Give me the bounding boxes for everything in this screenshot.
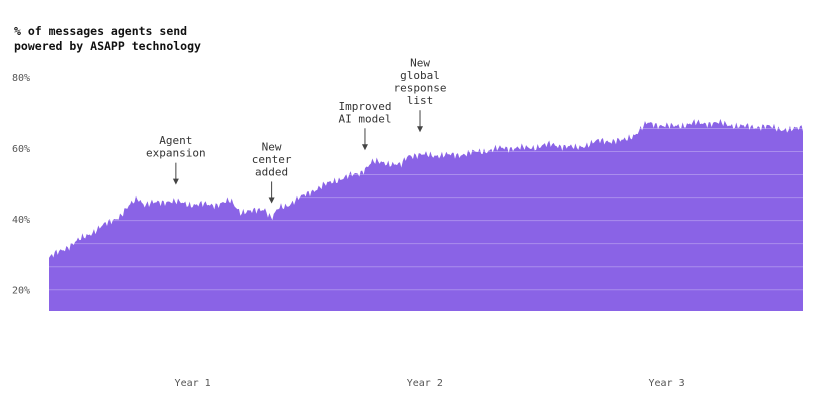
annotation-label: center [252, 153, 292, 166]
annotation-label: list [407, 94, 434, 107]
annotation-arrow-head [417, 126, 424, 133]
annotation-label: AI model [338, 112, 391, 125]
annotation-label: Improved [338, 100, 391, 113]
annotation-label: response [394, 82, 447, 95]
annotation-label: added [255, 165, 288, 178]
y-axis-ticks: 20% 40% 60% 80% [12, 73, 30, 297]
y-tick-label: 80% [12, 73, 30, 84]
y-tick-label: 60% [12, 144, 30, 155]
annotation-label: Agent [159, 134, 192, 147]
annotation-arrow-head [172, 178, 179, 185]
x-tick-label: Year 1 [175, 378, 211, 389]
y-tick-label: 20% [12, 286, 30, 297]
annotation-label: New [410, 57, 430, 70]
annotation-arrow-head [268, 197, 275, 204]
gridlines [49, 81, 803, 291]
annotation-label: New [262, 140, 282, 153]
x-axis-ticks: Year 1 Year 2 Year 3 [175, 378, 685, 389]
annotation-label: global [400, 69, 440, 82]
y-tick-label: 40% [12, 215, 30, 226]
area-series [49, 118, 803, 311]
x-tick-label: Year 2 [407, 378, 443, 389]
chart-title-line-1: % of messages agents send [14, 24, 188, 38]
chart-title-line-2: powered by ASAPP technology [14, 39, 201, 53]
annotation-label: expansion [146, 147, 206, 160]
x-tick-label: Year 3 [648, 378, 684, 389]
chart-title: % of messages agents send powered by ASA… [14, 24, 201, 54]
annotation-arrow-head [361, 144, 368, 151]
